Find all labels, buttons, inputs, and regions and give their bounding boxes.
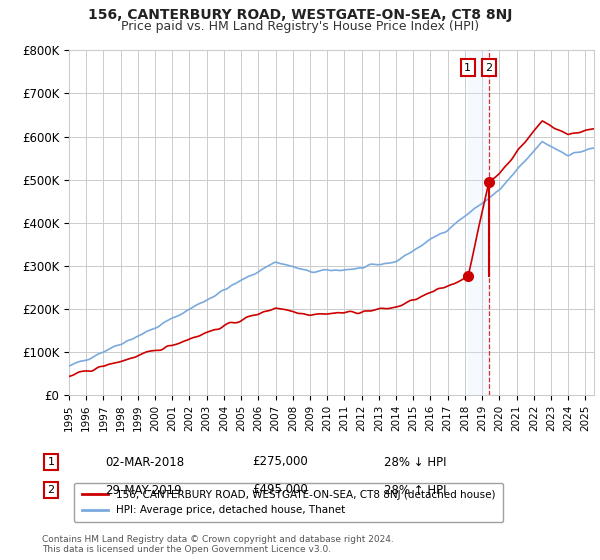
Text: Price paid vs. HM Land Registry's House Price Index (HPI): Price paid vs. HM Land Registry's House … [121, 20, 479, 32]
Legend: 156, CANTERBURY ROAD, WESTGATE-ON-SEA, CT8 8NJ (detached house), HPI: Average pr: 156, CANTERBURY ROAD, WESTGATE-ON-SEA, C… [74, 483, 503, 522]
Text: 28% ↓ HPI: 28% ↓ HPI [384, 455, 446, 469]
Text: Contains HM Land Registry data © Crown copyright and database right 2024.
This d: Contains HM Land Registry data © Crown c… [42, 535, 394, 554]
Text: 02-MAR-2018: 02-MAR-2018 [105, 455, 184, 469]
Text: £275,000: £275,000 [252, 455, 308, 469]
Text: 1: 1 [47, 457, 55, 467]
Text: 28% ↑ HPI: 28% ↑ HPI [384, 483, 446, 497]
Text: 29-MAY-2019: 29-MAY-2019 [105, 483, 182, 497]
Text: £495,000: £495,000 [252, 483, 308, 497]
Bar [468, 50, 489, 395]
Text: 2: 2 [485, 63, 493, 73]
Text: 2: 2 [47, 485, 55, 495]
Text: 156, CANTERBURY ROAD, WESTGATE-ON-SEA, CT8 8NJ: 156, CANTERBURY ROAD, WESTGATE-ON-SEA, C… [88, 8, 512, 22]
Text: 1: 1 [464, 63, 472, 73]
